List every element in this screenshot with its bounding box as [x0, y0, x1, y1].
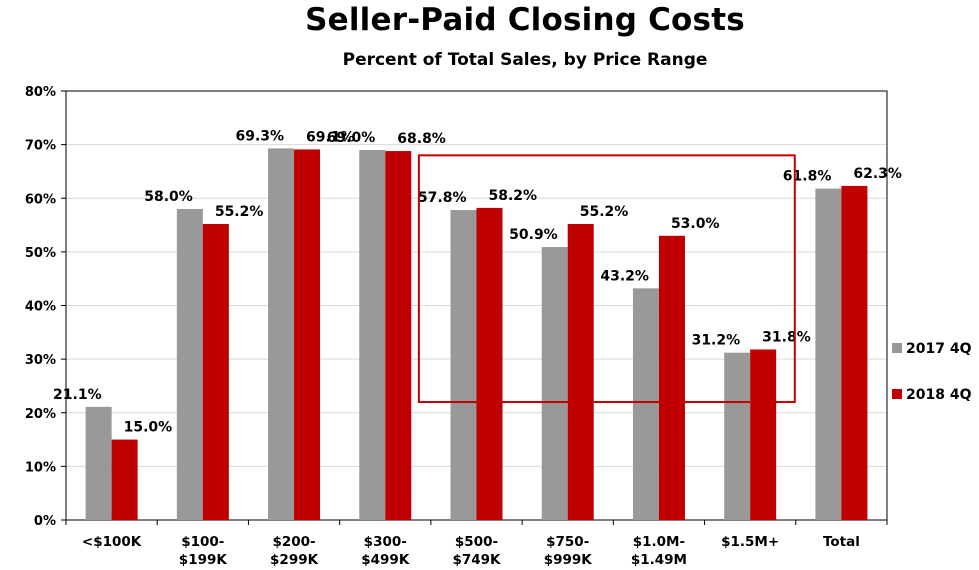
x-category-label: $100- — [181, 534, 224, 550]
bar — [750, 349, 777, 520]
bar — [268, 148, 295, 520]
bar — [541, 247, 568, 520]
x-category-label: $749K — [452, 552, 501, 568]
data-label: 57.8% — [418, 190, 467, 206]
x-category-label: $499K — [361, 552, 410, 568]
bar — [632, 288, 659, 520]
x-category-label: $200- — [272, 534, 315, 550]
y-tick-label: 40% — [25, 300, 56, 315]
data-label: 58.0% — [144, 189, 193, 205]
bar — [359, 149, 386, 521]
bar — [567, 223, 594, 521]
data-label: 31.8% — [762, 329, 811, 345]
bar — [476, 207, 503, 520]
x-category-label: $300- — [364, 534, 407, 550]
data-label: 31.2% — [692, 333, 741, 349]
data-label: 50.9% — [509, 227, 558, 243]
legend-label: 2017 4Q — [906, 341, 972, 357]
legend-swatch — [892, 389, 902, 399]
data-label: 58.2% — [489, 188, 538, 204]
data-label: 55.2% — [215, 204, 264, 220]
data-label: 21.1% — [53, 387, 102, 403]
y-tick-label: 20% — [25, 407, 56, 422]
data-label: 62.3% — [853, 166, 902, 182]
chart-title: Seller-Paid Closing Costs — [305, 2, 745, 38]
data-label: 69.0% — [327, 130, 376, 146]
y-tick-label: 70% — [25, 139, 56, 154]
data-label: 61.8% — [783, 169, 832, 185]
bar — [85, 406, 112, 520]
bar — [385, 151, 412, 520]
legend-label: 2018 4Q — [906, 387, 972, 403]
data-label: 15.0% — [124, 420, 173, 436]
legend-swatch — [892, 343, 902, 353]
x-category-label: $1.5M+ — [721, 534, 779, 550]
x-category-label: $500- — [455, 534, 498, 550]
y-tick-label: 60% — [25, 192, 56, 207]
data-label: 43.2% — [600, 268, 649, 284]
x-category-label: $299K — [270, 552, 319, 568]
data-label: 55.2% — [580, 204, 629, 220]
data-label: 53.0% — [671, 216, 720, 232]
data-label: 69.3% — [235, 128, 284, 144]
y-tick-label: 80% — [25, 85, 56, 100]
x-category-label: $1.49M — [631, 552, 687, 568]
chart-subtitle: Percent of Total Sales, by Price Range — [342, 50, 708, 70]
bar — [658, 235, 685, 520]
data-label: 68.8% — [397, 131, 446, 147]
bar — [815, 188, 842, 520]
y-tick-label: 30% — [25, 353, 56, 368]
bar — [176, 208, 203, 520]
data-label: 69.1% — [306, 129, 355, 145]
x-category-label: $199K — [179, 552, 228, 568]
bar — [450, 210, 477, 521]
bar — [724, 352, 751, 520]
bar — [841, 185, 868, 520]
bar — [294, 149, 321, 521]
bar — [111, 439, 138, 520]
bar — [202, 223, 229, 521]
x-category-label: $750- — [546, 534, 589, 550]
y-tick-label: 0% — [34, 514, 56, 529]
x-category-label: $1.0M- — [633, 534, 685, 550]
y-tick-label: 50% — [25, 246, 56, 261]
y-tick-label: 10% — [25, 460, 56, 475]
x-category-label: $999K — [544, 552, 593, 568]
x-category-label: <$100K — [82, 534, 142, 550]
x-category-label: Total — [823, 534, 860, 550]
highlight-box — [417, 154, 796, 404]
